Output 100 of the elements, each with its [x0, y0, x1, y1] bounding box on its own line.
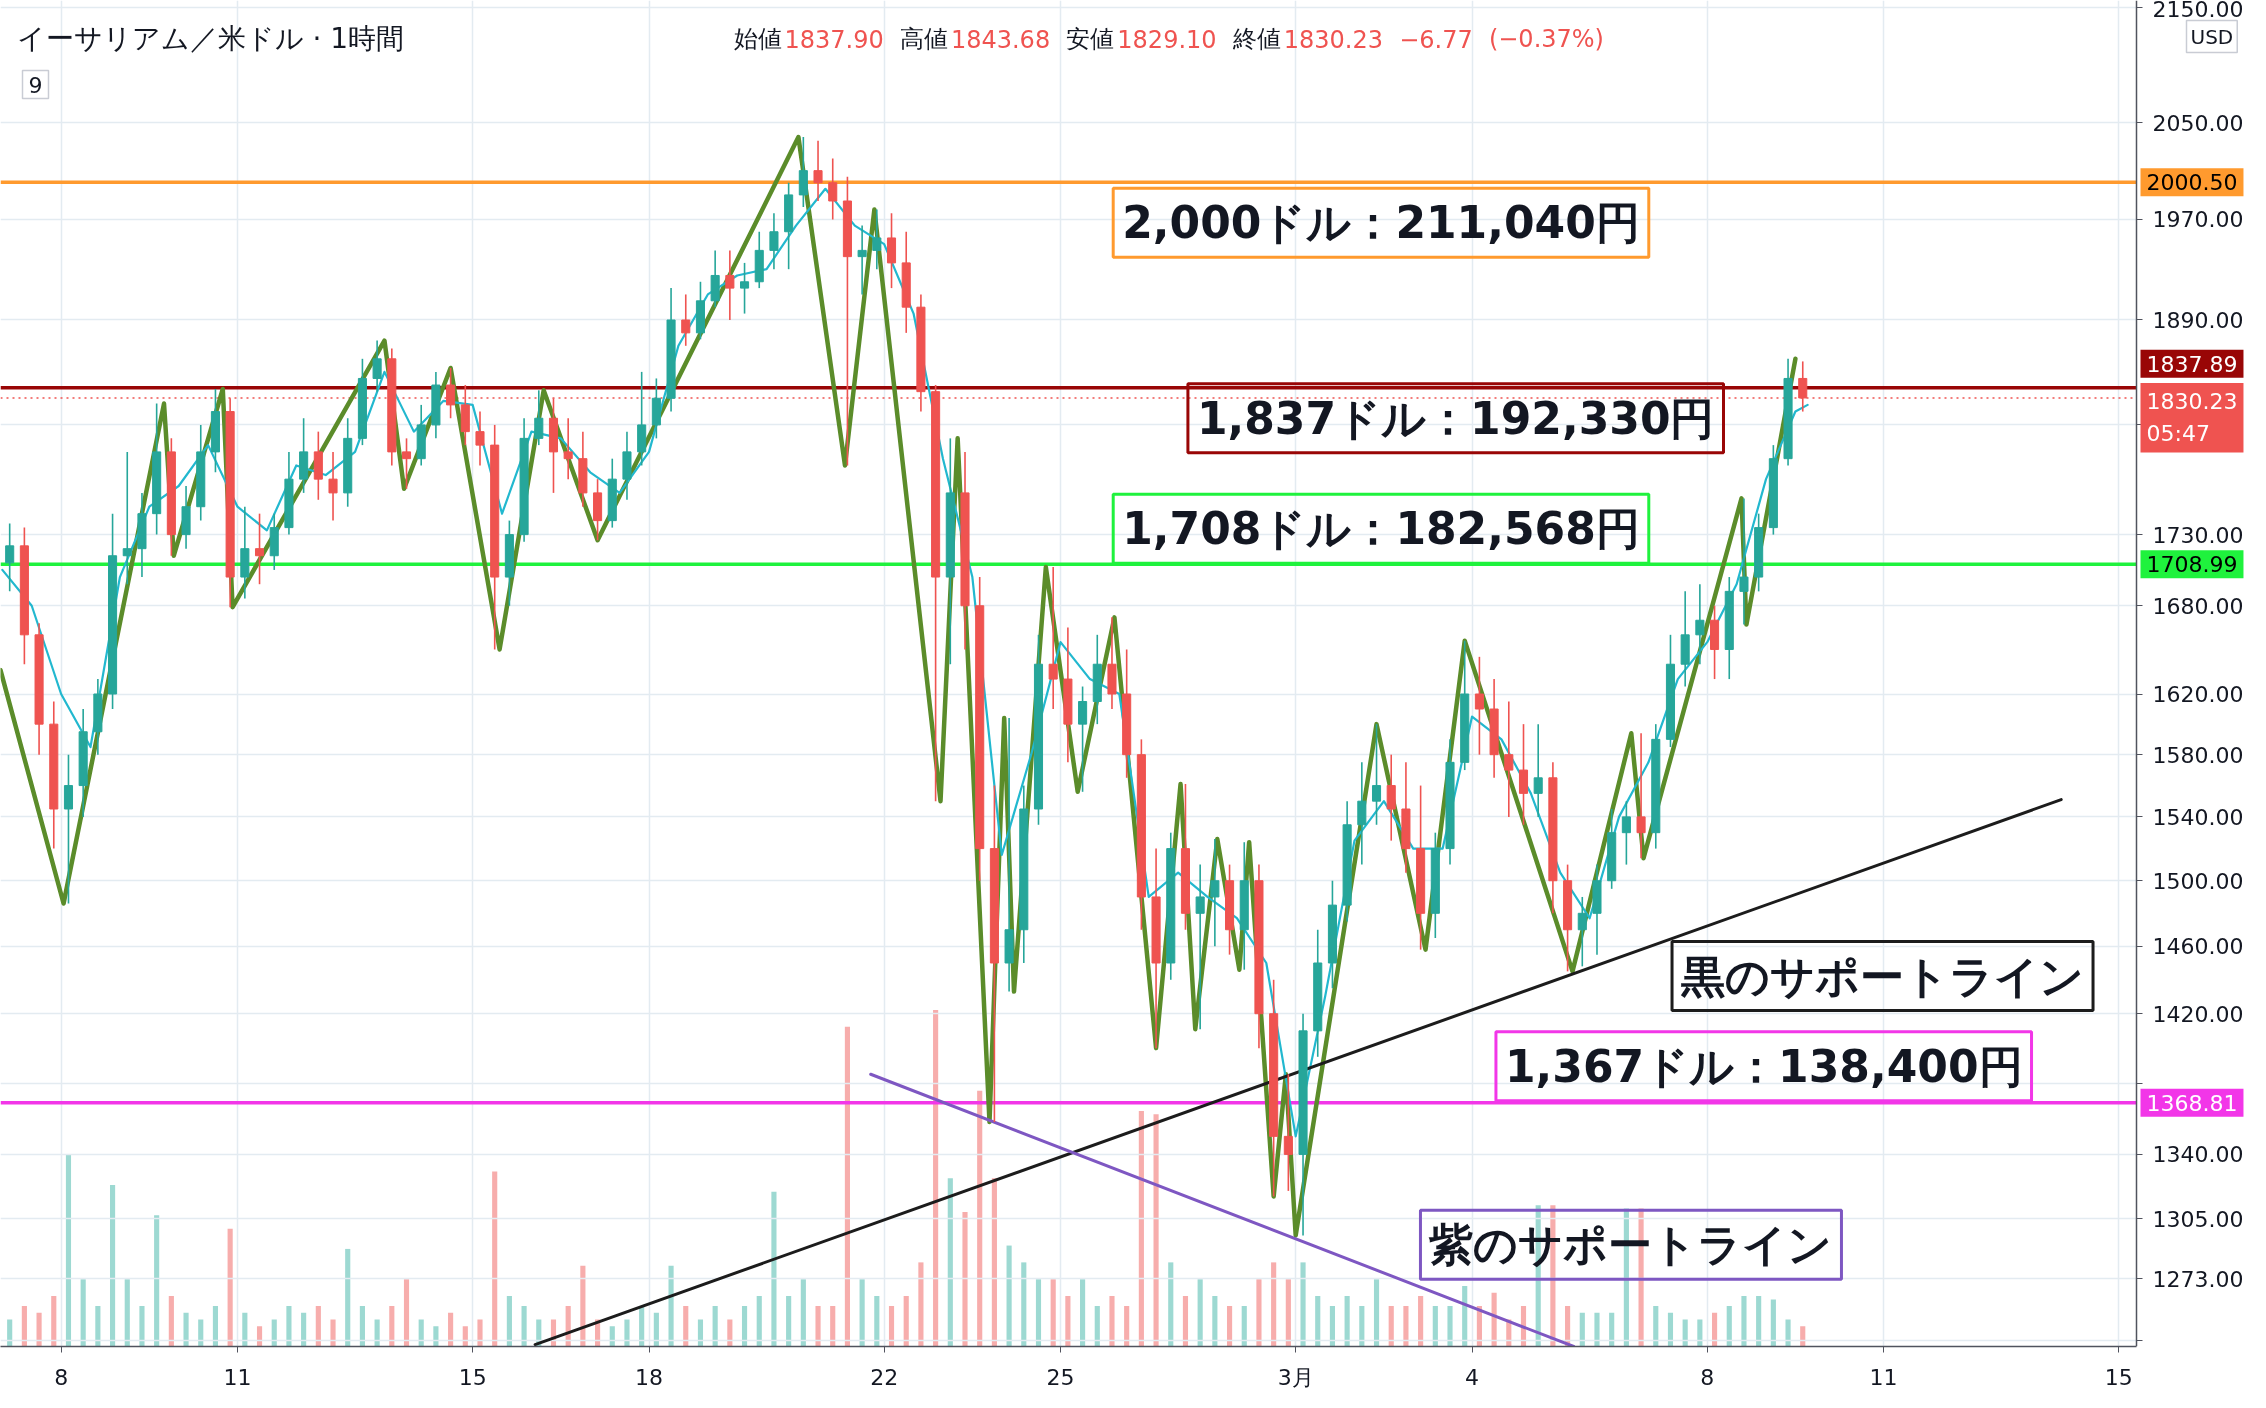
bar — [448, 1312, 454, 1347]
bar — [1432, 1306, 1438, 1347]
bar — [859, 1279, 865, 1347]
bar — [1182, 1296, 1189, 1347]
bar — [256, 1326, 263, 1347]
x-tick-label: 11 — [1869, 1364, 1898, 1390]
bar — [1153, 1114, 1159, 1347]
bar — [771, 1191, 777, 1347]
annotation: 1,367ドル：138,400円 — [1504, 1040, 2023, 1092]
candlestick — [1504, 700, 1514, 818]
candlestick — [1078, 685, 1088, 793]
bar — [903, 1296, 909, 1347]
bar — [1138, 1110, 1144, 1347]
x-tick-label: 15 — [458, 1364, 487, 1390]
bar — [433, 1326, 439, 1347]
bar — [1271, 1262, 1277, 1347]
text: イーサリアム／米ドル · 1時間 — [16, 22, 405, 55]
bar — [609, 1326, 615, 1347]
bar — [1285, 1279, 1291, 1347]
x-tick-label: 4 — [1465, 1364, 1480, 1390]
candlestick — [1195, 863, 1205, 1030]
y-tick-label: 1420.00 — [2152, 1001, 2244, 1027]
series-label: 紫のサポートライン — [1428, 1219, 1833, 1271]
bar — [1756, 1296, 1762, 1347]
bar — [80, 1279, 86, 1347]
bar — [124, 1279, 130, 1347]
bar — [462, 1326, 468, 1347]
bar — [741, 1306, 748, 1347]
bar — [1726, 1306, 1732, 1347]
bar — [183, 1312, 189, 1347]
y-tick-label: 1273.00 — [2152, 1266, 2244, 1292]
candlestick — [328, 451, 338, 522]
candlestick — [372, 339, 382, 393]
ref-line-label: 1837.89 — [2146, 351, 2238, 377]
bar — [1226, 1306, 1233, 1347]
bar — [1697, 1319, 1703, 1347]
candlestick — [769, 212, 779, 270]
y-tick-label: 1970.00 — [2152, 207, 2244, 233]
bar — [359, 1306, 365, 1347]
candlestick — [857, 224, 867, 296]
bar — [1579, 1312, 1585, 1347]
annotation: 1,708ドル：182,568円 — [1122, 503, 1640, 555]
x-tick-label: 11 — [223, 1364, 252, 1390]
bar — [815, 1306, 821, 1347]
x-tick-label: 18 — [635, 1364, 664, 1390]
bar — [1300, 1262, 1306, 1347]
bar — [1711, 1312, 1718, 1347]
bar — [874, 1296, 880, 1347]
y-tick-label: 2050.00 — [2152, 110, 2244, 136]
bar — [521, 1306, 527, 1347]
bar — [1080, 1279, 1086, 1347]
bar — [918, 1262, 924, 1347]
bar — [1447, 1306, 1453, 1347]
bar — [1212, 1296, 1218, 1347]
ref-line-label: 1708.99 — [2146, 552, 2238, 578]
candlestick — [1357, 761, 1367, 866]
bar — [1770, 1299, 1776, 1347]
bar — [1594, 1312, 1600, 1347]
bar — [1168, 1262, 1174, 1347]
candlestick — [1739, 497, 1749, 626]
bar — [1741, 1296, 1747, 1347]
bar — [139, 1306, 145, 1347]
bar — [888, 1306, 895, 1347]
bar — [786, 1296, 792, 1347]
bar — [1800, 1326, 1806, 1347]
candlestick — [1636, 732, 1646, 859]
bar — [830, 1306, 836, 1347]
bar — [1418, 1296, 1424, 1347]
x-tick-label: 8 — [54, 1364, 69, 1390]
bar — [653, 1312, 659, 1347]
bar — [1124, 1306, 1130, 1347]
bar — [933, 1010, 939, 1347]
y-tick-label: 1305.00 — [2152, 1206, 2244, 1232]
series-label: 黒のサポートライン — [1680, 950, 2085, 1002]
candlestick — [1695, 583, 1705, 666]
y-tick-label: 1680.00 — [2152, 593, 2244, 619]
candlestick — [1283, 1073, 1293, 1192]
bar — [1021, 1262, 1027, 1347]
bar — [389, 1306, 395, 1347]
candlestick — [828, 157, 838, 221]
bar — [1197, 1279, 1203, 1347]
bar — [1373, 1279, 1380, 1347]
y-tick-label: 1460.00 — [2152, 934, 2244, 960]
ref-line-label: 1830.23 — [2146, 388, 2238, 414]
bar — [65, 1154, 72, 1347]
bar — [1241, 1306, 1247, 1347]
candlestick — [1474, 656, 1484, 756]
bar — [1256, 1279, 1262, 1347]
candlestick — [534, 389, 544, 446]
bar — [1682, 1319, 1688, 1347]
y-tick-label: 2150.00 — [2152, 0, 2244, 22]
ref-line-label: 1368.81 — [2146, 1090, 2238, 1116]
bar — [1785, 1319, 1791, 1347]
candlestick — [5, 522, 15, 593]
y-tick-label: 1890.00 — [2152, 307, 2244, 333]
annotation: 9 — [28, 72, 43, 98]
bar — [1035, 1279, 1042, 1347]
candlestick — [1048, 566, 1058, 710]
bar — [580, 1265, 586, 1347]
candlestick — [122, 451, 132, 585]
